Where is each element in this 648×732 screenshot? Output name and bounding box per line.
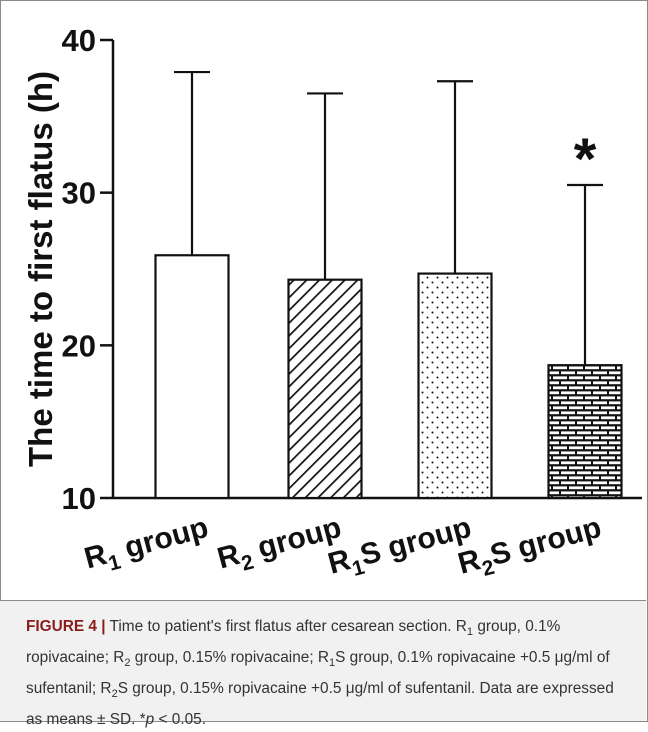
y-tick-label: 20	[62, 328, 96, 363]
caption-body: Time to patient's first flatus after ces…	[26, 618, 614, 729]
bar	[287, 278, 363, 500]
figure-label: FIGURE 4 |	[26, 618, 106, 635]
x-tick-label: R1 group	[81, 511, 213, 581]
x-tick-label: R2S group	[455, 511, 607, 587]
bar	[154, 254, 230, 500]
y-tick-label: 40	[62, 23, 96, 58]
significance-marker: *	[574, 127, 597, 192]
y-tick-label: 10	[62, 481, 96, 516]
bar	[547, 364, 623, 500]
y-axis-label: The time to first flatus (h)	[22, 71, 59, 467]
caption-box	[0, 600, 646, 721]
y-tick-label: 30	[62, 176, 96, 211]
x-tick-label: R2 group	[214, 511, 346, 581]
figure-caption: FIGURE 4 | Time to patient's first flatu…	[26, 614, 630, 732]
bar	[417, 272, 493, 500]
